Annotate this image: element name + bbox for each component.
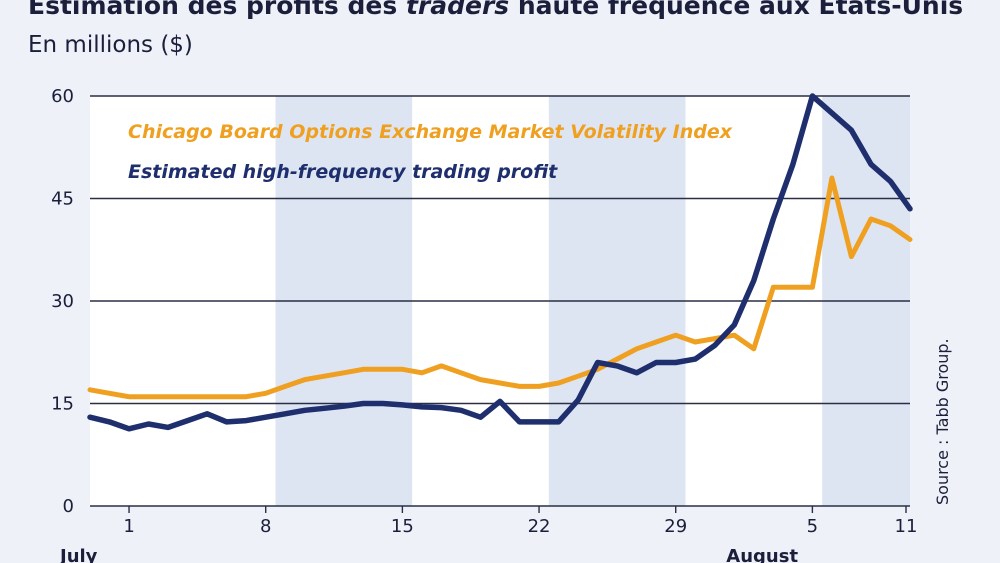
title-part-1: Estimation des profits des xyxy=(28,0,406,20)
y-tick-label: 15 xyxy=(51,394,74,415)
series-lines xyxy=(87,93,913,432)
chart-subtitle: En millions ($) xyxy=(28,32,193,58)
x-tick-label: 29 xyxy=(664,516,687,537)
x-tick-label: 15 xyxy=(391,516,414,537)
x-tick-label: 22 xyxy=(528,516,551,537)
x-tick-label: 1 xyxy=(123,516,134,537)
y-tick-label: 30 xyxy=(51,291,74,312)
x-axis: 1 8 15 22 29 5 11 July August xyxy=(58,506,917,563)
chart-title: Estimation des profits des traders haute… xyxy=(28,0,963,20)
y-tick-label: 45 xyxy=(51,189,74,210)
title-part-emphasis: traders xyxy=(405,0,510,20)
legend: Chicago Board Options Exchange Market Vo… xyxy=(128,121,733,183)
x-tick-label: 11 xyxy=(895,516,918,537)
x-tick-label: 5 xyxy=(807,516,818,537)
month-label: July xyxy=(58,546,98,563)
legend-entry-vix: Chicago Board Options Exchange Market Vo… xyxy=(128,121,733,143)
source-note: Source : Tabb Group. xyxy=(933,338,952,505)
y-tick-label: 60 xyxy=(51,86,74,107)
legend-entry-hft: Estimated high-frequency trading profit xyxy=(128,161,558,183)
vix-series-line xyxy=(87,175,913,400)
title-part-2: haute fréquence aux États-Unis xyxy=(509,0,964,20)
hft-series-line xyxy=(87,93,913,432)
month-label: August xyxy=(726,546,798,563)
y-axis: 0 15 30 45 60 xyxy=(51,86,74,517)
y-tick-label: 0 xyxy=(63,496,74,517)
x-tick-label: 8 xyxy=(260,516,271,537)
